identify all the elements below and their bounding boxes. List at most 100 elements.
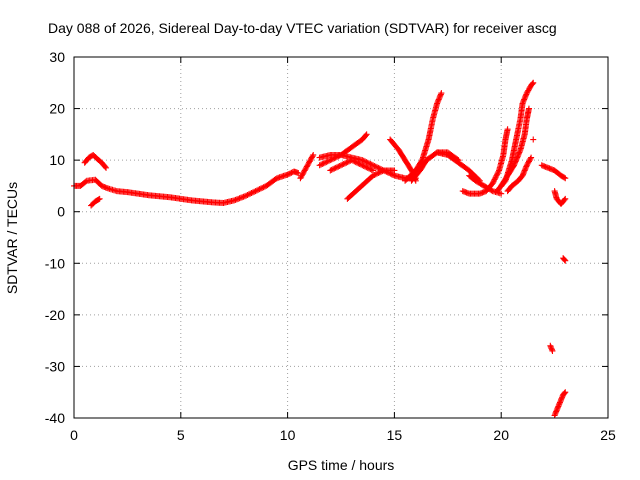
data-point xyxy=(359,157,366,164)
series-arc-21h-22h xyxy=(530,136,537,143)
data-point xyxy=(549,347,556,354)
data-point xyxy=(333,153,340,160)
data-point xyxy=(366,160,373,167)
data-point xyxy=(489,180,496,187)
data-point xyxy=(525,158,532,165)
data-point xyxy=(244,191,251,198)
data-point xyxy=(285,170,292,177)
data-point xyxy=(241,193,248,200)
data-point xyxy=(530,79,537,86)
data-point xyxy=(95,196,102,203)
data-point xyxy=(325,157,332,164)
series-arc-10h xyxy=(297,151,317,182)
chart-title: Day 088 of 2026, Sidereal Day-to-day VTE… xyxy=(48,20,557,36)
series-arc-20h-21h-up xyxy=(493,79,537,195)
data-point xyxy=(335,163,342,170)
data-point xyxy=(525,86,532,93)
data-point xyxy=(370,167,377,174)
data-point xyxy=(530,136,537,143)
y-tick-label: -40 xyxy=(45,410,65,426)
data-point xyxy=(358,161,365,168)
data-point xyxy=(360,157,367,164)
data-point xyxy=(301,167,308,174)
data-point xyxy=(300,168,307,175)
data-point xyxy=(493,172,500,179)
data-point xyxy=(360,162,367,169)
data-point xyxy=(362,163,369,170)
data-point xyxy=(354,159,361,166)
data-point xyxy=(374,164,381,171)
data-point xyxy=(260,184,267,191)
series-arc-22h-23h-dip xyxy=(551,188,569,207)
series-early-arc-low xyxy=(88,195,103,209)
data-point xyxy=(302,166,309,173)
data-point xyxy=(363,131,370,138)
data-point xyxy=(370,172,377,179)
data-point xyxy=(491,176,498,183)
data-point xyxy=(323,159,330,166)
data-point xyxy=(328,156,335,163)
data-point xyxy=(307,157,314,164)
series-arc-11h-13h-rise xyxy=(316,131,370,169)
data-point xyxy=(494,171,501,178)
data-point xyxy=(504,126,511,133)
data-point xyxy=(245,191,252,198)
data-point xyxy=(527,155,534,162)
data-point xyxy=(367,161,374,168)
data-point xyxy=(525,87,532,94)
data-point xyxy=(284,171,291,178)
data-point xyxy=(370,162,377,169)
data-point xyxy=(371,162,378,169)
data-point xyxy=(368,166,375,173)
series-early-arc-high xyxy=(81,151,110,171)
data-point xyxy=(490,179,497,186)
data-point xyxy=(338,162,344,169)
data-point xyxy=(391,167,398,174)
data-point xyxy=(253,187,260,194)
data-point xyxy=(378,168,385,175)
data-point xyxy=(562,175,569,182)
points-layer xyxy=(71,79,569,419)
series-cluster-19h xyxy=(459,126,511,197)
data-point xyxy=(376,169,383,176)
data-point xyxy=(306,158,313,165)
data-point xyxy=(305,161,312,168)
data-point xyxy=(362,132,369,139)
data-point xyxy=(248,190,255,197)
data-point xyxy=(372,163,379,170)
y-tick-label: -10 xyxy=(45,255,65,271)
y-tick-label: 20 xyxy=(49,101,65,117)
data-point xyxy=(303,163,310,170)
data-point xyxy=(243,192,250,199)
data-point xyxy=(298,172,305,179)
data-point xyxy=(525,105,532,112)
data-point xyxy=(346,158,353,165)
data-point xyxy=(324,158,331,165)
data-point xyxy=(310,151,317,158)
data-point xyxy=(327,167,334,174)
data-point xyxy=(319,161,326,168)
data-point xyxy=(335,153,342,160)
data-point xyxy=(375,164,382,171)
data-point xyxy=(562,389,569,396)
data-point xyxy=(249,189,256,196)
data-point xyxy=(561,174,568,181)
data-point xyxy=(498,190,505,197)
axes-layer: 0 5 10 15 20 25 -40 -30 -20 -10 0 10 20 30 xyxy=(45,49,616,443)
data-point xyxy=(317,161,324,168)
data-point xyxy=(371,171,378,178)
data-point xyxy=(257,185,264,192)
data-point xyxy=(340,161,347,168)
y-tick-label: 10 xyxy=(49,152,65,168)
series-arc-13h-15h xyxy=(344,167,398,202)
data-point xyxy=(524,161,531,168)
y-tick-label: -30 xyxy=(45,358,65,374)
x-tick-label: 20 xyxy=(493,427,509,443)
data-point xyxy=(561,196,568,203)
data-point xyxy=(103,164,110,171)
data-point xyxy=(300,170,307,177)
data-point xyxy=(364,164,371,171)
data-point xyxy=(490,177,497,184)
data-point xyxy=(525,159,532,166)
